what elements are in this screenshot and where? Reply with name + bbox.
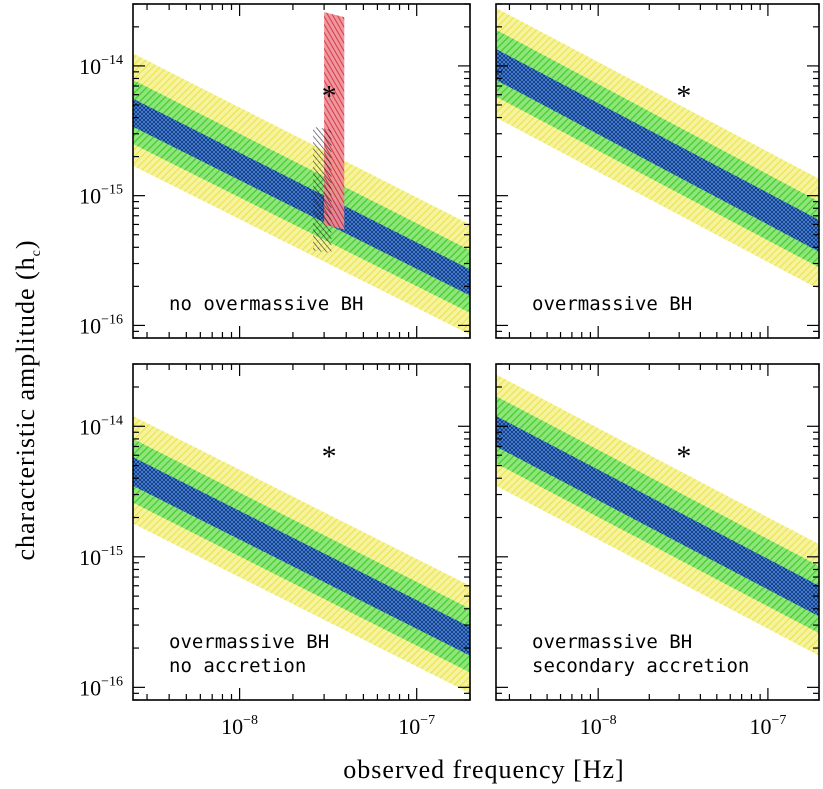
panel-top-right: * overmassive BH	[495, 3, 820, 339]
panel-label: overmassive BH	[532, 293, 692, 315]
y-tick-label: 10−16	[79, 674, 123, 700]
ticks	[133, 3, 471, 339]
plot-area	[133, 12, 470, 335]
y-axis-title-close: )	[11, 239, 40, 249]
panel-label: no accretion	[169, 655, 306, 677]
y-axis-title-main: characteristic amplitude (h	[11, 256, 40, 560]
x-tick-label: 10−8	[221, 713, 258, 739]
y-tick-label: 10−16	[79, 312, 123, 338]
y-tick-label: 10−15	[79, 544, 123, 570]
ticks	[133, 363, 471, 701]
band-sigma1	[496, 48, 819, 252]
plot-area	[496, 7, 819, 290]
observation-marker: *	[322, 80, 337, 113]
y-axis-title: characteristic amplitude (hc)	[11, 239, 44, 560]
panel-frame	[495, 3, 820, 339]
observation-marker: *	[322, 440, 337, 473]
panels: * 10−14 10−15 10−16 no overmassive BH * overma…	[79, 3, 820, 739]
observation-marker: *	[676, 80, 691, 113]
panel-frame	[132, 3, 471, 339]
y-tick-label: 10−14	[79, 53, 123, 79]
constraint-black	[313, 126, 332, 254]
y-tick-label: 10−15	[79, 183, 123, 209]
panel-frame	[495, 363, 820, 701]
panel-top-left: * 10−14 10−15 10−16 no overmassive BH	[79, 3, 471, 339]
x-axis-title: observed frequency [Hz]	[343, 755, 624, 784]
ticks	[496, 363, 820, 701]
panel-bottom-left: * 10−8 10−7 10−14 10−15 10−16 overmassive BHno…	[79, 363, 471, 739]
x-tick-label: 10−7	[398, 713, 435, 739]
ticks	[496, 3, 820, 339]
panel-frame	[132, 363, 471, 701]
panel-label: no overmassive BH	[169, 293, 363, 315]
plot-area	[496, 374, 819, 656]
plot-area	[133, 415, 470, 694]
x-tick-label: 10−8	[580, 713, 617, 739]
panel-label: secondary accretion	[532, 655, 749, 677]
x-tick-label: 10−7	[749, 713, 786, 739]
band-sigma1	[496, 415, 819, 617]
y-tick-label: 10−14	[79, 413, 123, 439]
y-axis-title-subscript: c	[29, 249, 44, 256]
panel-label: overmassive BH	[169, 631, 329, 653]
panel-label: overmassive BH	[532, 631, 692, 653]
band-sigma1	[133, 98, 470, 296]
band-sigma1	[133, 457, 470, 656]
observation-marker: *	[676, 440, 691, 473]
